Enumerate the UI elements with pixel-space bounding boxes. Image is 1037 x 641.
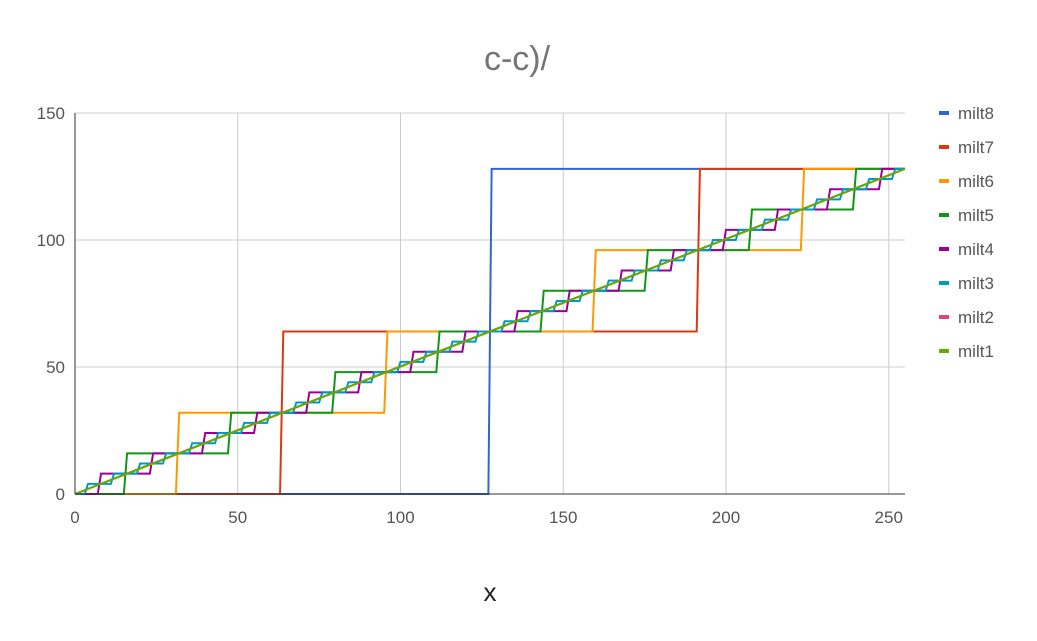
legend-label-milt2: milt2 [958, 308, 994, 327]
x-tick-label: 100 [386, 508, 414, 527]
legend-label-milt7: milt7 [958, 138, 994, 157]
y-tick-label: 0 [56, 485, 65, 504]
x-axis-label: x [484, 577, 497, 607]
legend-label-milt6: milt6 [958, 172, 994, 191]
x-tick-label: 150 [549, 508, 577, 527]
x-tick-label: 200 [712, 508, 740, 527]
legend-swatch-milt1 [939, 349, 949, 353]
legend-swatch-milt5 [939, 213, 949, 217]
legend-label-milt4: milt4 [958, 240, 994, 259]
legend-swatch-milt6 [939, 179, 949, 183]
y-tick-label: 150 [37, 104, 65, 123]
legend-swatch-milt2 [939, 315, 949, 319]
y-tick-label: 50 [46, 358, 65, 377]
x-tick-label: 250 [875, 508, 903, 527]
legend-label-milt8: milt8 [958, 104, 994, 123]
legend-label-milt5: milt5 [958, 206, 994, 225]
chart-title: c-c)/ [484, 40, 551, 78]
legend: milt8 milt7 milt6 milt5 milt4 milt3 milt2 milt1 [939, 104, 994, 361]
legend-swatch-milt3 [939, 281, 949, 285]
legend-swatch-milt8 [939, 111, 949, 115]
y-tick-label: 100 [37, 231, 65, 250]
legend-label-milt3: milt3 [958, 274, 994, 293]
x-tick-label: 50 [228, 508, 247, 527]
legend-label-milt1: milt1 [958, 342, 994, 361]
tick-labels: 0 50 100 150 0 50 100 150 200 250 [37, 104, 903, 527]
legend-swatch-milt7 [939, 145, 949, 149]
axes [74, 113, 905, 495]
series-line-milt1 [74, 167, 906, 495]
legend-swatch-milt4 [939, 247, 949, 251]
x-tick-label: 0 [70, 508, 79, 527]
